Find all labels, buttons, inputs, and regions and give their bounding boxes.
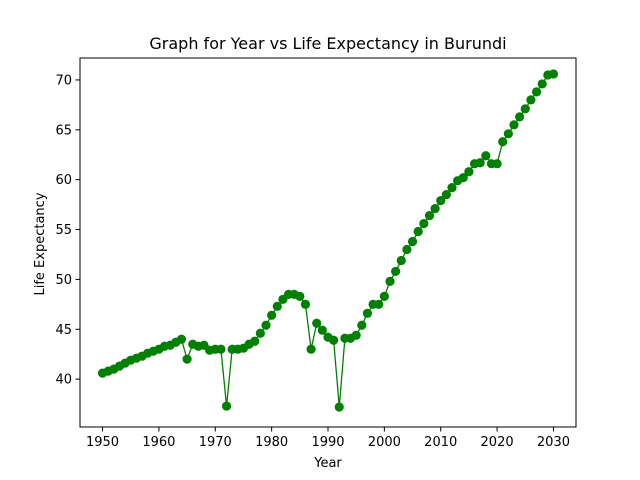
y-tick-label: 70 (55, 73, 72, 88)
data-point (481, 151, 491, 161)
x-tick-label: 2000 (368, 435, 401, 450)
x-axis-label: Year (313, 456, 342, 471)
data-point (537, 79, 547, 89)
chart-title: Graph for Year vs Life Expectancy in Bur… (149, 34, 506, 53)
data-point (255, 328, 265, 338)
data-point (312, 318, 322, 328)
x-tick-label: 2010 (424, 435, 457, 450)
data-point (515, 112, 525, 122)
data-point (379, 291, 389, 301)
data-point (509, 120, 519, 130)
data-point (475, 158, 485, 168)
x-tick-label: 1970 (199, 435, 232, 450)
data-point (317, 325, 327, 335)
y-axis-label: Life Expectancy (33, 192, 48, 295)
y-tick-label: 40 (55, 373, 72, 388)
y-tick-label: 60 (55, 173, 72, 188)
data-point (362, 308, 373, 318)
x-tick-label: 1980 (255, 435, 288, 450)
data-point (424, 210, 435, 221)
data-point (250, 336, 260, 346)
x-tick-label: 2020 (481, 435, 514, 450)
data-point (351, 330, 361, 340)
data-point (413, 226, 423, 237)
y-tick-label: 45 (55, 323, 72, 338)
data-point (391, 266, 401, 277)
data-point (261, 320, 271, 330)
data-point (458, 173, 468, 183)
data-point (402, 244, 412, 255)
data-point (176, 334, 187, 344)
plot-area: 1950 1960 1970 1980 1990 2000 2010 2020 2030 40 45… (55, 57, 577, 450)
y-tick-label: 50 (55, 273, 72, 288)
data-point (526, 95, 536, 105)
data-point (374, 299, 384, 309)
data-point (503, 129, 513, 139)
data-point (430, 203, 440, 214)
data-point (441, 190, 451, 200)
data-point (357, 320, 367, 330)
data-point (498, 137, 508, 147)
data-point (447, 183, 457, 193)
x-tick-label: 1950 (86, 435, 119, 450)
data-point (216, 344, 226, 354)
data-point (492, 159, 502, 169)
data-point (436, 196, 446, 206)
data-point (464, 167, 474, 177)
y-tick-label: 55 (55, 223, 72, 238)
data-point (531, 87, 542, 97)
data-point (295, 291, 305, 301)
data-point (396, 255, 406, 266)
data-point (272, 301, 282, 311)
data-point (329, 335, 339, 345)
data-point (182, 354, 192, 364)
data-point (334, 402, 344, 412)
x-tick-label: 2030 (537, 435, 570, 450)
x-tick-label: 1990 (311, 435, 344, 450)
data-point (419, 218, 429, 229)
data-point (221, 401, 232, 411)
data-point (267, 310, 277, 320)
data-point (548, 69, 559, 79)
data-point (300, 299, 311, 309)
data-point (520, 104, 530, 114)
x-tick-label: 1960 (142, 435, 175, 450)
y-tick-label: 65 (55, 123, 72, 138)
data-point (385, 276, 395, 286)
data-point (306, 344, 316, 354)
data-point (407, 236, 418, 247)
